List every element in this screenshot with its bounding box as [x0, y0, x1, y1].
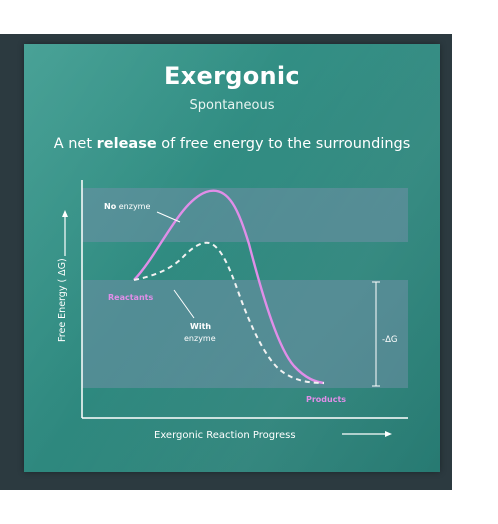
- reactants-label: Reactants: [108, 293, 153, 302]
- lower-band: [82, 280, 408, 388]
- card-tagline: A net release of free energy to the surr…: [24, 136, 440, 152]
- with-enzyme-curve: [133, 241, 325, 384]
- exergonic-card: Exergonic Spontaneous A net release of f…: [24, 44, 440, 472]
- no-enzyme-label-bold: No: [104, 202, 117, 211]
- tagline-prefix: A net: [53, 136, 97, 152]
- x-axis-label: Exergonic Reaction Progress: [154, 430, 296, 441]
- with-enzyme-leader: [173, 289, 195, 319]
- y-axis-label: Free Energy ( ΔG): [57, 258, 68, 342]
- card-title: Exergonic: [164, 62, 300, 90]
- tagline-bold: release: [96, 136, 157, 152]
- no-enzyme-curve: [133, 189, 325, 385]
- no-enzyme-label: No enzyme: [104, 202, 150, 211]
- card-subtitle: Spontaneous: [189, 98, 275, 113]
- no-enzyme-leader: [156, 211, 181, 223]
- no-enzyme-label-rest: enzyme: [116, 202, 150, 211]
- tagline-suffix: of free energy to the surroundings: [156, 136, 411, 152]
- delta-g-label: -ΔG: [382, 335, 397, 345]
- with-enzyme-label-line1: With: [190, 322, 211, 331]
- energy-diagram: Free Energy ( ΔG) Exergonic Reaction Pro…: [57, 180, 408, 441]
- x-axis-arrow-head: [385, 431, 392, 437]
- with-enzyme-label-line2: enzyme: [184, 334, 216, 343]
- products-label: Products: [306, 395, 346, 404]
- y-axis-arrow-head: [62, 210, 68, 217]
